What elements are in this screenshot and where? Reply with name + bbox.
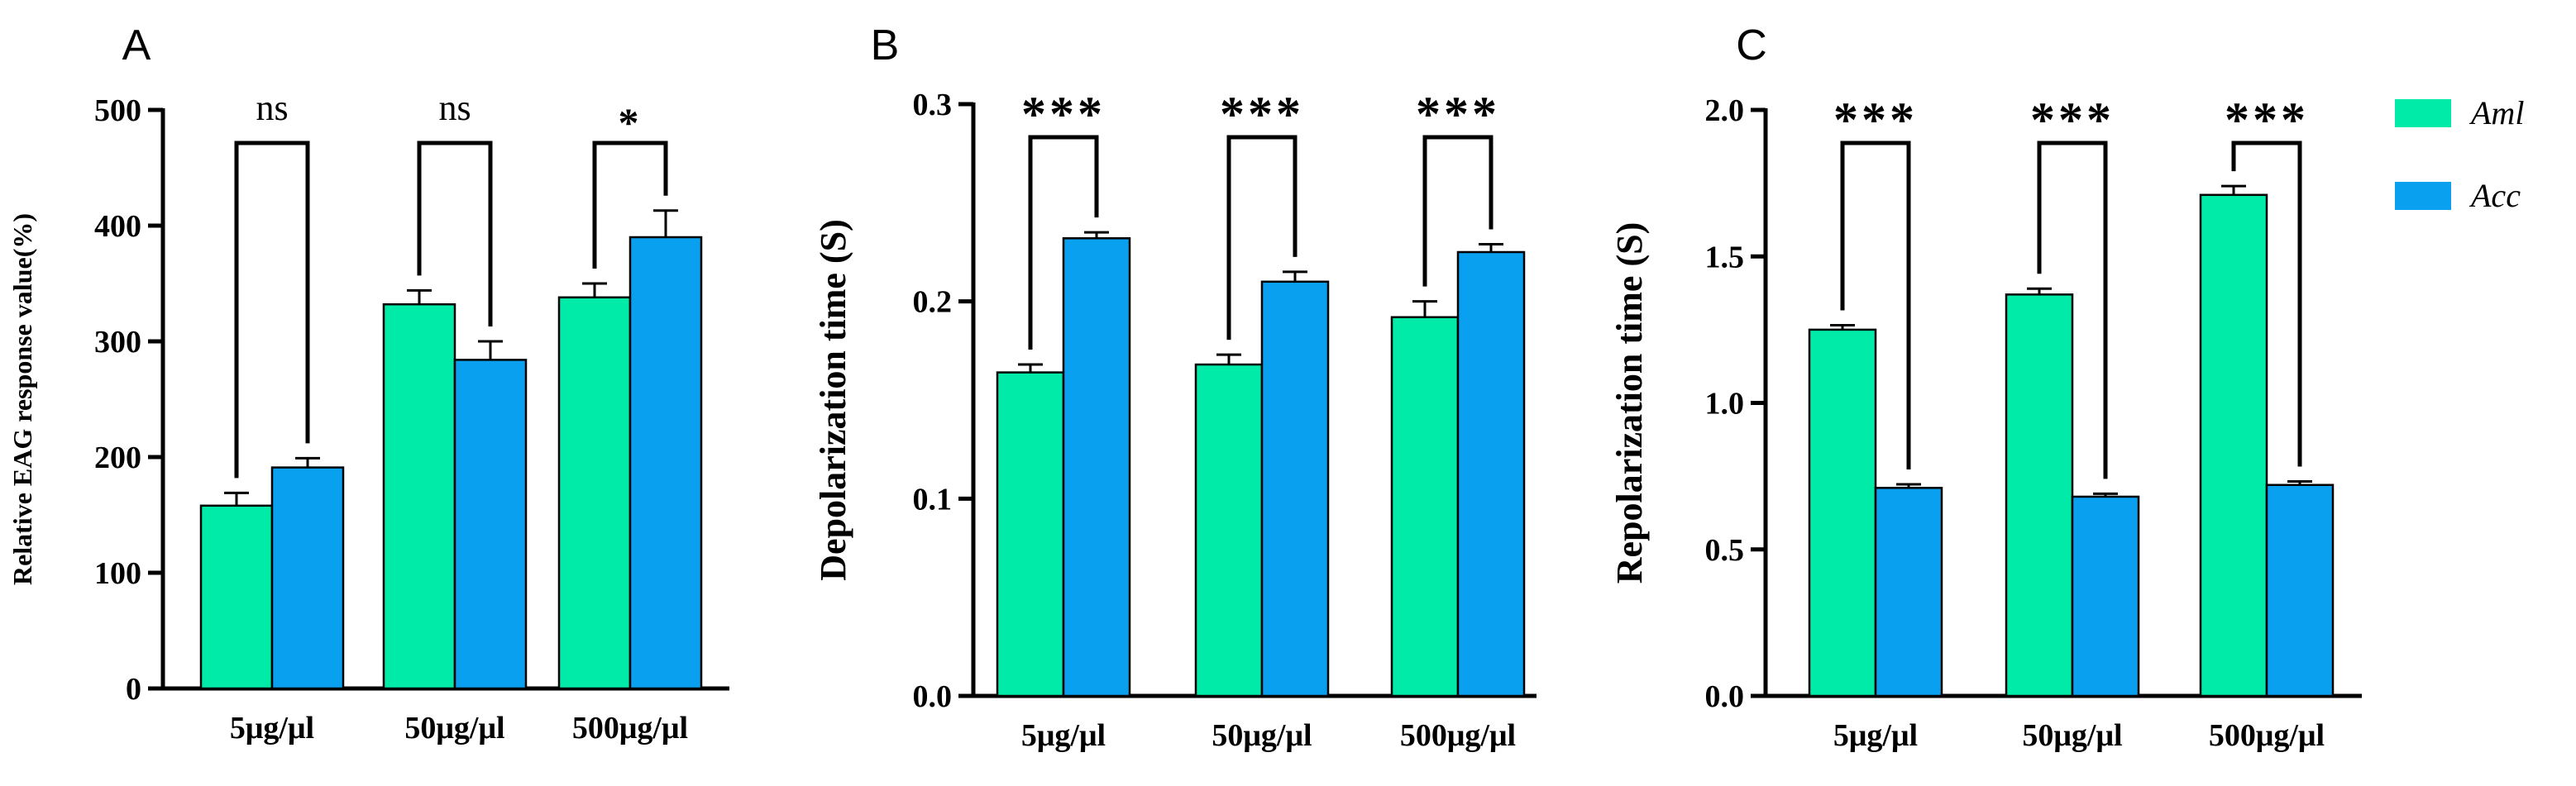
y-axis-label-a: Relative EAG response value(%): [7, 213, 37, 585]
category-label-b-1: 50μg/μl: [1212, 718, 1312, 753]
significance-bracket-b-2: [1422, 135, 1494, 287]
y-tick-label-c: 1.0: [1705, 387, 1745, 422]
y-tick-label-b: 0.1: [913, 482, 953, 517]
bar-c-acc-0: [1874, 487, 1943, 698]
category-label-b-0: 5μg/μl: [1021, 718, 1106, 753]
category-label-a-1: 50μg/μl: [404, 711, 504, 746]
y-axis-label-b: Depolarization time (S): [813, 219, 853, 580]
panel-letter-c: C: [1736, 21, 1767, 69]
significance-label-c-0: ***: [1833, 93, 1918, 147]
bar-b-acc-1: [1260, 280, 1330, 698]
significance-label-b-2: ***: [1416, 87, 1500, 141]
y-tick-label-b: 0.0: [913, 679, 953, 714]
bar-c-acc-2: [2265, 484, 2335, 698]
y-tick-label-a: 200: [94, 441, 141, 475]
bar-c-aml-0: [1808, 328, 1877, 698]
significance-label-c-1: ***: [2030, 93, 2115, 147]
y-tick-label-a: 500: [94, 93, 141, 128]
y-axis-label-c: Repolarization time (S): [1609, 222, 1650, 584]
bar-a-acc-0: [270, 466, 345, 690]
significance-label-a-2: *: [619, 99, 643, 145]
panel-b: B 0.0 0.1 0.2 0.3 Depolarization time (S) 5μg/…: [813, 21, 1537, 753]
bar-b-aml-0: [996, 371, 1065, 698]
category-label-c-0: 5μg/μl: [1833, 718, 1918, 753]
significance-bracket-c-0: [1840, 141, 1911, 470]
category-label-a-0: 5μg/μl: [230, 711, 314, 746]
y-tick-label-c: 0.0: [1705, 679, 1745, 714]
significance-label-c-2: ***: [2225, 93, 2309, 147]
panel-c: C 0.0 0.5 1.0 1.5 2.0 Repolarization time (S) 5…: [1609, 21, 2362, 753]
bar-b-aml-2: [1390, 316, 1460, 698]
category-label-b-2: 500μg/μl: [1400, 718, 1516, 753]
y-tick-label-b: 0.3: [913, 88, 953, 122]
significance-bracket-b-1: [1226, 135, 1298, 341]
y-tick-label-c: 2.0: [1705, 93, 1745, 128]
category-label-c-2: 500μg/μl: [2209, 718, 2325, 753]
legend-swatch-acc: [2395, 182, 2451, 210]
y-tick-label-c: 1.5: [1705, 240, 1745, 274]
legend-swatch-aml: [2395, 99, 2451, 127]
category-label-c-1: 50μg/μl: [2022, 718, 2122, 753]
panel-letter-b: B: [871, 21, 900, 69]
significance-bracket-b-0: [1028, 135, 1099, 350]
bar-a-aml-1: [382, 302, 456, 690]
y-tick-label-a: 100: [94, 556, 141, 591]
category-label-a-2: 500μg/μl: [572, 711, 688, 746]
bar-b-acc-2: [1456, 250, 1526, 698]
significance-bracket-c-2: [2231, 141, 2302, 467]
y-tick-label-b: 0.2: [913, 285, 953, 320]
legend-label-acc: Acc: [2468, 177, 2521, 214]
y-tick-label-a: 400: [94, 209, 141, 244]
significance-label-b-1: ***: [1220, 87, 1304, 141]
significance-label-a-0: ns: [256, 88, 288, 128]
legend: Aml Acc: [2395, 94, 2524, 214]
significance-bracket-a-0: [234, 141, 310, 479]
bar-a-aml-2: [557, 296, 632, 690]
bar-b-acc-0: [1062, 237, 1131, 698]
bar-b-aml-1: [1194, 363, 1264, 698]
bar-a-acc-1: [453, 359, 528, 690]
significance-label-b-0: ***: [1021, 87, 1106, 141]
legend-label-aml: Aml: [2468, 94, 2524, 131]
significance-bracket-c-1: [2037, 141, 2108, 479]
y-tick-label-c: 0.5: [1705, 533, 1745, 568]
panel-a: A 0 100 200 300 400 500 Relative EAG response v…: [7, 21, 729, 746]
significance-bracket-a-2: [592, 141, 668, 269]
y-tick-label-a: 0: [126, 672, 141, 707]
y-tick-label-a: 300: [94, 325, 141, 360]
bar-a-aml-0: [199, 504, 274, 690]
bar-c-aml-1: [2005, 293, 2074, 698]
significance-bracket-a-1: [417, 141, 493, 326]
bar-c-acc-1: [2071, 495, 2140, 698]
significance-label-a-1: ns: [438, 88, 471, 128]
panel-letter-a: A: [122, 21, 151, 69]
bar-c-aml-2: [2199, 193, 2268, 698]
bar-a-acc-2: [628, 236, 703, 690]
